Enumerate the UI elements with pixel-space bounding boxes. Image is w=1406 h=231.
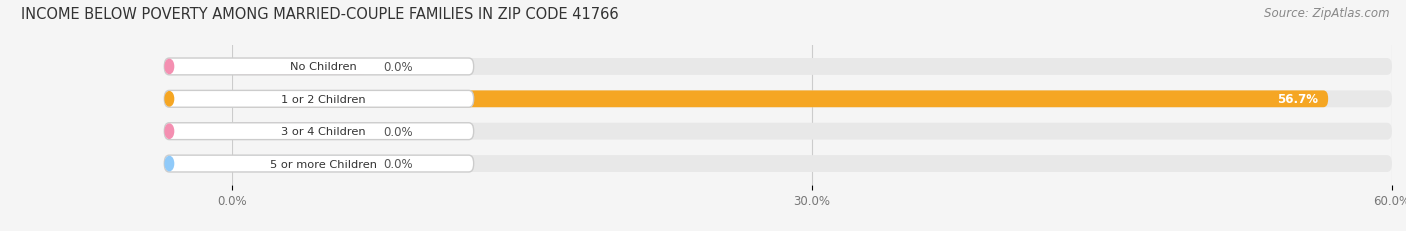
FancyBboxPatch shape xyxy=(232,59,1392,76)
FancyBboxPatch shape xyxy=(165,59,474,76)
Text: 5 or more Children: 5 or more Children xyxy=(270,159,377,169)
FancyBboxPatch shape xyxy=(232,123,1392,140)
FancyBboxPatch shape xyxy=(165,123,474,140)
Text: 0.0%: 0.0% xyxy=(382,157,412,170)
FancyBboxPatch shape xyxy=(232,91,1392,108)
Circle shape xyxy=(165,60,173,74)
Text: INCOME BELOW POVERTY AMONG MARRIED-COUPLE FAMILIES IN ZIP CODE 41766: INCOME BELOW POVERTY AMONG MARRIED-COUPL… xyxy=(21,7,619,22)
Circle shape xyxy=(165,125,173,139)
Text: 0.0%: 0.0% xyxy=(382,125,412,138)
FancyBboxPatch shape xyxy=(232,91,1329,108)
Text: 0.0%: 0.0% xyxy=(382,61,412,74)
Text: No Children: No Children xyxy=(290,62,357,72)
FancyBboxPatch shape xyxy=(232,123,367,140)
Text: 56.7%: 56.7% xyxy=(1278,93,1319,106)
Circle shape xyxy=(165,92,173,106)
FancyBboxPatch shape xyxy=(232,59,367,76)
FancyBboxPatch shape xyxy=(165,155,474,172)
Text: Source: ZipAtlas.com: Source: ZipAtlas.com xyxy=(1264,7,1389,20)
Text: 3 or 4 Children: 3 or 4 Children xyxy=(281,127,366,137)
FancyBboxPatch shape xyxy=(165,91,474,108)
FancyBboxPatch shape xyxy=(232,155,1392,172)
Text: 1 or 2 Children: 1 or 2 Children xyxy=(281,94,366,104)
FancyBboxPatch shape xyxy=(232,155,367,172)
Circle shape xyxy=(165,157,173,171)
